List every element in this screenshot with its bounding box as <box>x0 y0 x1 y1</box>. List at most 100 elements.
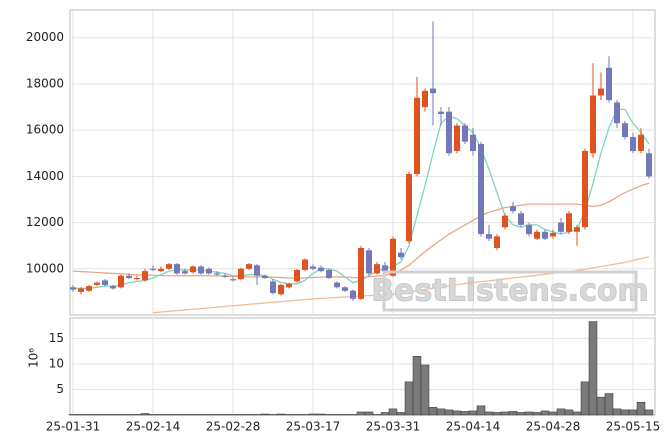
candle-body <box>422 90 428 108</box>
candle-body <box>326 269 332 279</box>
volume-bar <box>588 321 598 416</box>
candle-body <box>566 213 572 232</box>
x-tick-label: 25-05-15 <box>606 420 660 434</box>
candle-body <box>502 215 508 228</box>
volume-bar <box>332 414 342 416</box>
candle-body <box>518 213 524 225</box>
watermark: BestListens.com <box>371 274 649 309</box>
volume-bar <box>364 411 374 416</box>
volume-bar <box>524 411 534 416</box>
y-tick-label: 5 <box>56 382 64 396</box>
candle-body <box>430 88 436 94</box>
y-tick-label: 20000 <box>26 30 64 44</box>
volume-bar <box>388 408 398 416</box>
candle-body <box>94 282 100 285</box>
volume-bar <box>564 409 574 416</box>
candle-body <box>558 222 564 232</box>
volume-bar <box>260 413 270 416</box>
candle-body <box>534 231 540 239</box>
volume-bar <box>548 411 558 416</box>
volume-bar <box>612 408 622 416</box>
volume-bar <box>340 414 350 416</box>
volume-bar <box>604 393 614 416</box>
candle-body <box>302 259 308 270</box>
candle-body <box>278 284 284 295</box>
candle-body <box>318 267 324 272</box>
volume-bar <box>236 414 246 416</box>
volume-bar <box>164 414 174 416</box>
volume-bar <box>204 414 214 416</box>
candle-body <box>350 290 356 299</box>
volume-bar <box>308 413 318 416</box>
volume-bar <box>636 401 646 416</box>
candle-body <box>382 265 388 272</box>
candle-body <box>526 224 532 235</box>
candle-body <box>126 275 132 279</box>
volume-bar <box>276 413 286 416</box>
volume-bar <box>436 408 446 416</box>
volume-bar <box>372 414 382 416</box>
candle-body <box>630 137 636 151</box>
volume-bar <box>180 414 190 416</box>
volume-bar <box>460 411 470 416</box>
candle-body <box>270 281 276 294</box>
volume-bar <box>220 414 230 416</box>
candle-body <box>158 268 164 272</box>
volume-bar <box>140 413 150 416</box>
volume-bar <box>476 405 486 416</box>
candle-body <box>462 125 468 142</box>
candle-body <box>134 278 140 280</box>
volume-bar <box>444 409 454 416</box>
volume-bar <box>132 414 142 416</box>
volume-bar <box>500 411 510 416</box>
candle-body <box>182 271 188 274</box>
volume-bar <box>68 414 78 416</box>
x-tick-label: 25-02-14 <box>126 420 180 434</box>
volume-bar <box>532 412 542 416</box>
volume-bar <box>292 414 302 416</box>
candle-body <box>486 234 492 239</box>
volume-bar <box>268 414 278 416</box>
volume-bar <box>492 412 502 416</box>
candle-body <box>582 150 588 228</box>
volume-bar <box>356 411 366 416</box>
candle-body <box>70 287 76 290</box>
candle-body <box>366 250 372 274</box>
volume-bar <box>348 414 358 416</box>
candle-body <box>406 174 412 242</box>
candle-body <box>78 288 84 292</box>
volume-bar <box>300 414 310 416</box>
candle-body <box>510 206 516 212</box>
candle-body <box>494 236 500 248</box>
candle-body <box>174 264 180 274</box>
volume-bar <box>484 411 494 416</box>
volume-bar <box>172 414 182 416</box>
x-tick-label: 25-03-17 <box>286 420 340 434</box>
candle-body <box>438 111 444 114</box>
volume-bar <box>628 409 638 416</box>
candle-body <box>478 144 484 235</box>
volume-bar <box>108 414 118 416</box>
candle-body <box>230 279 236 281</box>
volume-bar <box>468 410 478 416</box>
candle-body <box>214 273 220 275</box>
candle-body <box>622 123 628 138</box>
volume-bar <box>324 414 334 416</box>
candle-body <box>374 264 380 274</box>
volume-bar <box>516 412 526 416</box>
candle-body <box>310 266 316 269</box>
volume-bar <box>156 414 166 416</box>
candle-body <box>574 227 580 232</box>
candle-body <box>150 268 156 270</box>
candle-body <box>598 88 604 96</box>
volume-bar <box>84 414 94 416</box>
volume-bar <box>188 414 198 416</box>
candle-body <box>550 232 556 237</box>
candle-body <box>246 264 252 269</box>
volume-bar <box>244 414 254 416</box>
candle-body <box>222 275 228 277</box>
volume-bar <box>252 414 262 416</box>
candle-body <box>414 97 420 175</box>
